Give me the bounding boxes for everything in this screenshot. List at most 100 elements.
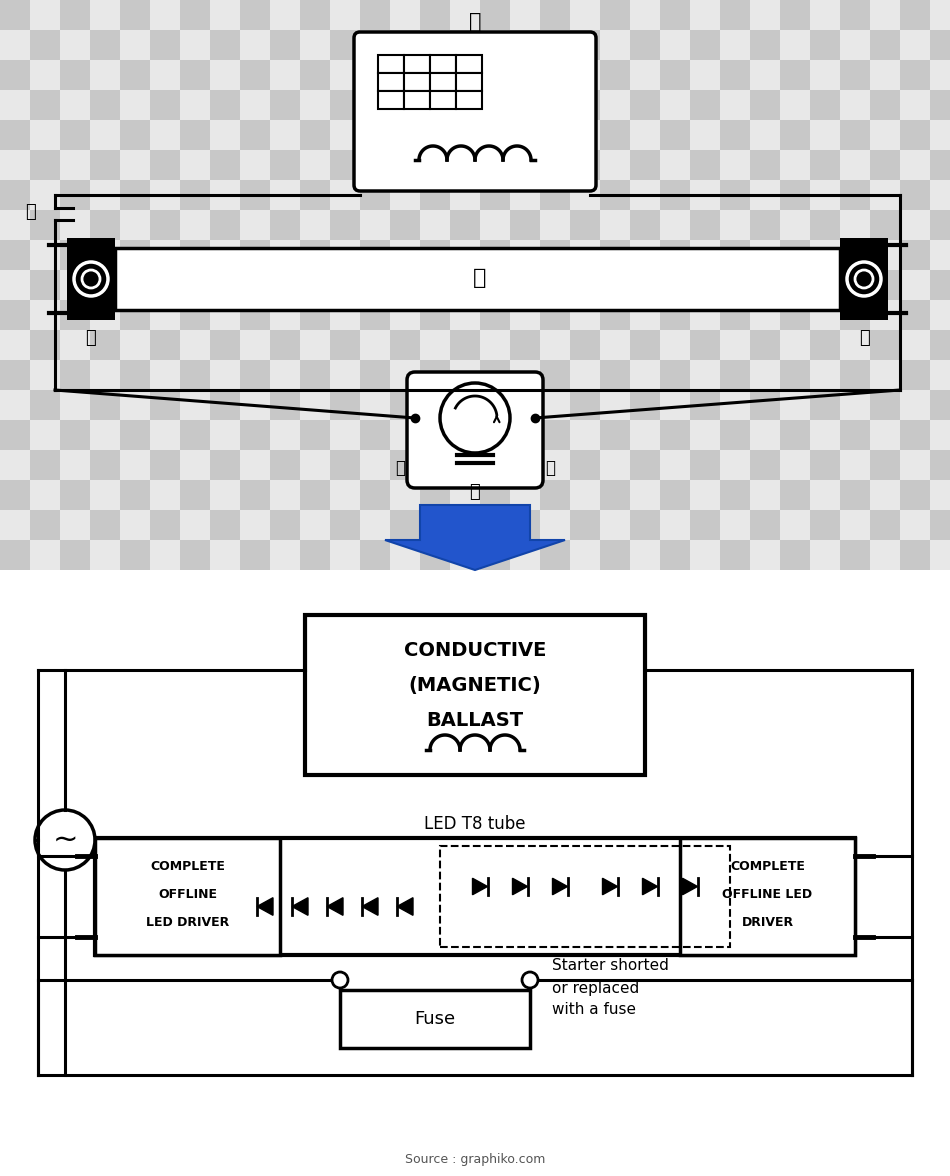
Circle shape xyxy=(35,810,95,870)
Bar xyxy=(300,450,330,480)
Bar xyxy=(540,91,570,120)
Bar xyxy=(0,211,30,240)
Bar xyxy=(690,510,720,540)
Bar xyxy=(900,0,930,31)
Bar xyxy=(720,300,750,330)
Bar xyxy=(660,480,690,510)
Bar xyxy=(270,480,300,510)
Bar xyxy=(900,360,930,390)
Text: ~: ~ xyxy=(52,826,78,855)
Bar xyxy=(660,31,690,60)
Bar xyxy=(430,73,456,91)
Bar xyxy=(510,270,540,300)
Bar xyxy=(30,31,60,60)
Bar xyxy=(480,151,510,180)
Bar xyxy=(360,300,390,330)
Bar xyxy=(690,540,720,570)
Bar xyxy=(150,31,180,60)
Text: BALLAST: BALLAST xyxy=(427,710,523,729)
Bar xyxy=(300,360,330,390)
Bar xyxy=(630,120,660,151)
Bar xyxy=(330,91,360,120)
Bar xyxy=(900,240,930,270)
Bar xyxy=(120,510,150,540)
Bar xyxy=(660,211,690,240)
Bar xyxy=(870,240,900,270)
Bar xyxy=(150,120,180,151)
Bar xyxy=(420,151,450,180)
Bar xyxy=(780,330,810,360)
Bar xyxy=(450,211,480,240)
Bar xyxy=(630,0,660,31)
Bar xyxy=(780,31,810,60)
Bar xyxy=(570,270,600,300)
Bar xyxy=(720,480,750,510)
Bar xyxy=(510,0,540,31)
Bar xyxy=(870,390,900,420)
Bar xyxy=(630,570,660,600)
Polygon shape xyxy=(512,878,527,895)
Bar xyxy=(480,510,510,540)
Bar xyxy=(430,55,456,73)
Bar xyxy=(480,60,510,91)
Bar xyxy=(930,450,950,480)
Bar xyxy=(330,120,360,151)
Polygon shape xyxy=(257,897,273,915)
Bar xyxy=(330,31,360,60)
Bar xyxy=(90,0,120,31)
Bar xyxy=(240,420,270,450)
Bar xyxy=(870,0,900,31)
Bar xyxy=(420,91,450,120)
Bar xyxy=(600,60,630,91)
Bar xyxy=(270,120,300,151)
Bar xyxy=(330,570,360,600)
Bar xyxy=(930,60,950,91)
Bar xyxy=(480,120,510,151)
Bar xyxy=(60,360,90,390)
Bar xyxy=(540,180,570,211)
Bar xyxy=(480,330,510,360)
Bar xyxy=(270,240,300,270)
Bar xyxy=(300,31,330,60)
Bar xyxy=(750,450,780,480)
Bar xyxy=(360,510,390,540)
Bar xyxy=(480,31,510,60)
Bar xyxy=(450,60,480,91)
Bar xyxy=(750,120,780,151)
Bar xyxy=(180,540,210,570)
Bar xyxy=(0,420,30,450)
Bar xyxy=(570,360,600,390)
Bar xyxy=(120,91,150,120)
Bar xyxy=(240,91,270,120)
Bar xyxy=(420,450,450,480)
Bar xyxy=(210,151,240,180)
Bar xyxy=(810,510,840,540)
Bar xyxy=(450,300,480,330)
Bar xyxy=(660,120,690,151)
Bar xyxy=(0,510,30,540)
Polygon shape xyxy=(362,897,378,915)
Bar xyxy=(30,330,60,360)
Bar xyxy=(480,390,510,420)
Bar xyxy=(660,270,690,300)
Bar xyxy=(210,211,240,240)
Bar xyxy=(420,360,450,390)
Bar xyxy=(810,91,840,120)
Bar xyxy=(540,0,570,31)
Bar xyxy=(570,510,600,540)
Bar xyxy=(570,540,600,570)
Bar xyxy=(600,570,630,600)
Bar xyxy=(630,300,660,330)
Bar xyxy=(720,360,750,390)
Bar xyxy=(300,151,330,180)
Bar xyxy=(420,510,450,540)
Bar xyxy=(360,390,390,420)
Polygon shape xyxy=(602,878,618,895)
Bar xyxy=(510,120,540,151)
Bar xyxy=(390,180,420,211)
Bar xyxy=(810,120,840,151)
Bar xyxy=(750,240,780,270)
Bar xyxy=(390,480,420,510)
Bar xyxy=(30,450,60,480)
Text: OFFLINE LED: OFFLINE LED xyxy=(722,888,812,901)
